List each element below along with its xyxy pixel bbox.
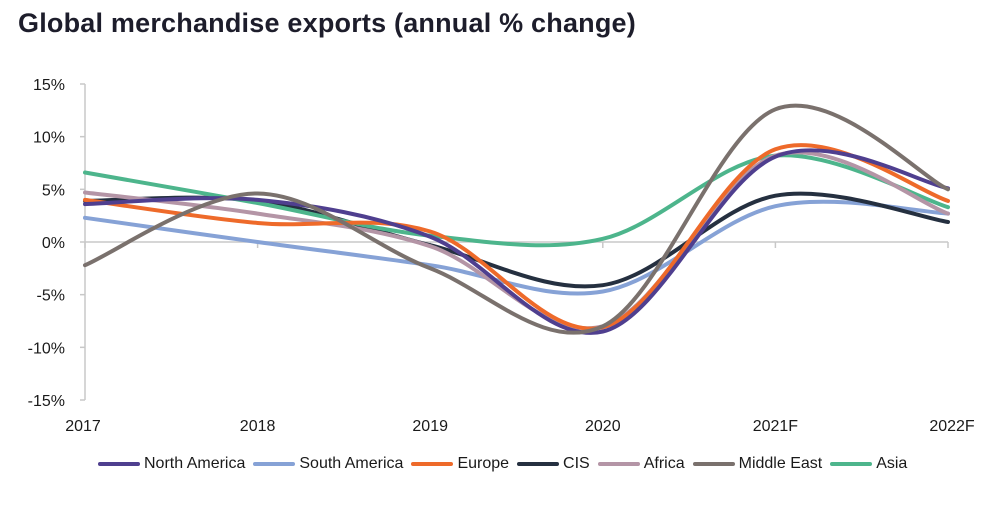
legend-item-africa: Africa (597, 455, 685, 473)
x-tick-label: 2019 (412, 418, 448, 435)
legend-item-europe: Europe (411, 455, 509, 473)
y-tick-label: 10% (33, 130, 65, 147)
x-tick-label: 2018 (240, 418, 276, 435)
y-tick-label: -15% (28, 393, 65, 410)
legend-item-middle-east: Middle East (692, 455, 823, 473)
series-line-europe (83, 143, 950, 331)
legend-label: South America (299, 455, 404, 472)
chart-title: Global merchandise exports (annual % cha… (18, 8, 636, 38)
legend-label: Asia (876, 455, 908, 472)
legend-swatch (830, 462, 873, 466)
x-tick-label: 2022F (929, 418, 975, 435)
legend-swatch (411, 462, 454, 466)
legend-swatch (253, 462, 296, 466)
legend-swatch (517, 462, 560, 466)
series-line-middle-east (83, 103, 950, 335)
legend-swatch (597, 462, 640, 466)
legend-label: CIS (563, 455, 590, 472)
legend-label: Africa (643, 455, 685, 472)
legend-swatch (98, 462, 140, 466)
legend-item-north-america: North America (98, 455, 245, 473)
tick-labels: 15% 10% 5% 0% -5% -10% -15%2017 2018 2019 2020 202… (28, 77, 975, 435)
x-tick-label: 2021F (753, 418, 799, 435)
legend-item-cis: CIS (517, 455, 590, 473)
series-line-south-america (83, 199, 950, 296)
series-line-africa (83, 150, 950, 331)
y-tick-label: 5% (42, 182, 65, 199)
legend-swatch (692, 462, 735, 466)
legend-item-asia: Asia (830, 455, 907, 473)
y-tick-label: -5% (37, 288, 65, 305)
y-tick-label: 15% (33, 77, 65, 94)
legend: North America South America Europe CIS Afric… (98, 455, 915, 473)
legend-label: Middle East (738, 455, 823, 472)
series-lines (83, 103, 950, 335)
legend-item-south-america: South America (253, 455, 403, 473)
y-tick-label: 0% (42, 235, 65, 252)
y-tick-label: -10% (28, 340, 65, 357)
axes (80, 83, 949, 401)
x-tick-label: 2020 (585, 418, 621, 435)
series-line-north-america (83, 148, 950, 335)
legend-label: Europe (457, 455, 510, 472)
legend-label: North America (144, 455, 246, 472)
x-tick-label: 2017 (65, 418, 101, 435)
